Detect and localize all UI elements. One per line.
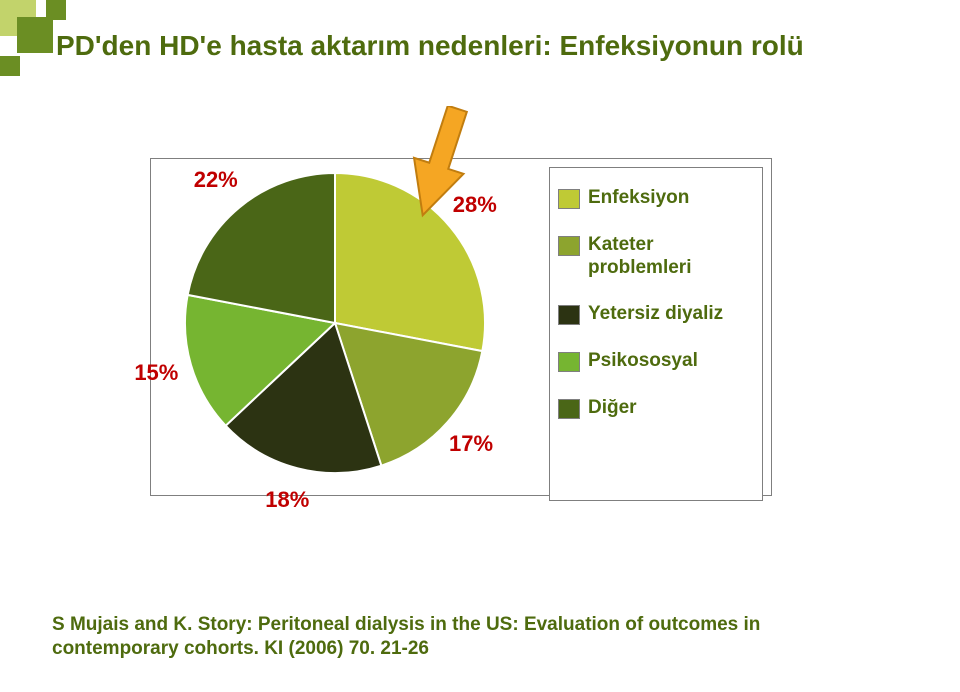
legend-item: Psikososyal — [550, 345, 762, 378]
decor-square — [0, 56, 20, 76]
pct-label: 18% — [265, 487, 309, 513]
legend-item: Yetersiz diyaliz — [550, 298, 762, 331]
legend-item: Enfeksiyon — [550, 182, 762, 215]
legend-swatch — [558, 305, 580, 325]
decor-square — [17, 17, 53, 53]
pct-label: 17% — [449, 431, 493, 457]
pct-label: 15% — [134, 360, 178, 386]
legend-item: Diğer — [550, 392, 762, 425]
legend-swatch — [558, 189, 580, 209]
chart-container: 28%17%18%15%22% Enfeksiyon Kateter proble… — [150, 158, 772, 496]
legend-label: Psikososyal — [588, 350, 698, 373]
legend-label: Diğer — [588, 397, 637, 420]
citation: S Mujais and K. Story: Peritoneal dialys… — [52, 613, 892, 662]
legend-swatch — [558, 236, 580, 256]
decor-square — [46, 0, 66, 20]
pct-label: 28% — [453, 192, 497, 218]
legend-item: Kateter problemleri — [550, 229, 762, 285]
legend-swatch — [558, 352, 580, 372]
legend: Enfeksiyon Kateter problemleri Yetersiz di… — [549, 167, 763, 501]
legend-label: Yetersiz diyaliz — [588, 303, 723, 326]
pie-chart — [185, 173, 485, 473]
legend-label: Enfeksiyon — [588, 187, 689, 210]
legend-label: Kateter problemleri — [588, 234, 758, 280]
legend-swatch — [558, 399, 580, 419]
page-title: PD'den HD'e hasta aktarım nedenleri: Enf… — [56, 30, 804, 62]
pie-wrap: 28%17%18%15%22% — [185, 173, 485, 473]
pct-label: 22% — [194, 167, 238, 193]
